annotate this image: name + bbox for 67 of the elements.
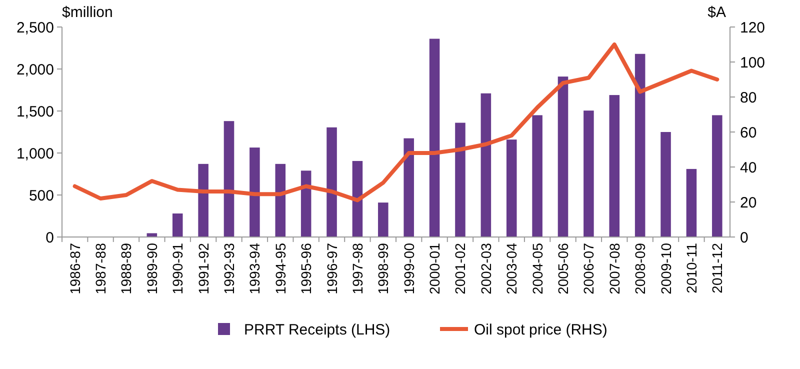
bar <box>378 202 388 237</box>
x-tick-label: 1993-94 <box>246 242 263 294</box>
y-tick-label: 1,000 <box>16 145 54 162</box>
bar <box>250 148 260 237</box>
x-tick-label: 2001-02 <box>452 242 468 294</box>
x-tick-label: 2004-05 <box>529 242 546 294</box>
y-axis-title: $million <box>62 4 113 21</box>
x-tick-label: 1997-98 <box>349 242 366 294</box>
y2-tick-label: 40 <box>740 159 757 176</box>
bar <box>326 127 337 237</box>
x-tick-label: 2011-12 <box>709 242 726 294</box>
bar <box>634 54 646 237</box>
bar <box>712 115 722 237</box>
bar <box>224 121 234 237</box>
bar <box>198 164 208 237</box>
x-tick-label: 2000-01 <box>426 242 443 294</box>
bar <box>584 110 594 237</box>
y2-tick-label: 100 <box>740 54 766 72</box>
bar <box>275 164 286 237</box>
y2-tick-label: 120 <box>740 19 766 36</box>
bar <box>480 93 492 237</box>
bar <box>532 115 542 237</box>
y2-tick-label: 0 <box>740 229 748 246</box>
y-tick-label: 1,500 <box>16 103 54 120</box>
bar <box>609 95 620 237</box>
x-tick-label: 1986-87 <box>66 242 83 294</box>
legend-label: Oil spot price (RHS) <box>474 321 608 338</box>
bar <box>352 160 363 237</box>
x-tick-label: 1987-88 <box>92 242 109 294</box>
x-tick-label: 1989-90 <box>144 242 160 294</box>
y-tick-label: 2,000 <box>16 61 54 78</box>
y-tick-label: 0 <box>46 229 54 246</box>
x-tick-label: 1994-95 <box>272 242 288 294</box>
y2-tick-label: 60 <box>740 124 757 142</box>
x-tick-label: 2006-07 <box>580 242 597 294</box>
x-tick-label: 1988-89 <box>118 242 134 294</box>
y2-tick-label: 20 <box>740 194 757 212</box>
bar <box>404 138 414 237</box>
x-tick-label: 2002-03 <box>478 242 494 294</box>
y-tick-label: 2,500 <box>16 19 54 36</box>
x-tick-label: 2007-08 <box>606 242 622 294</box>
x-tick-label: 1998-99 <box>375 242 392 294</box>
legend-label: PRRT Receipts (LHS) <box>244 321 390 338</box>
bar <box>506 140 517 237</box>
x-tick-label: 1995-96 <box>298 242 314 294</box>
y-tick-label: 500 <box>28 187 54 204</box>
x-tick-label: 1996-97 <box>324 242 340 294</box>
bar <box>455 122 466 237</box>
bar <box>300 170 312 237</box>
x-tick-label: 2010-11 <box>683 242 700 294</box>
bar <box>660 132 671 237</box>
x-tick-label: 1992-93 <box>221 242 237 294</box>
y2-tick-label: 80 <box>740 89 757 106</box>
bar <box>172 213 183 237</box>
x-tick-label: 1999-00 <box>400 242 417 294</box>
x-tick-label: 2008-09 <box>632 242 648 294</box>
bar <box>429 38 440 237</box>
x-tick-label: 1991-92 <box>195 242 212 294</box>
y2-axis-title: $A <box>708 4 726 21</box>
x-tick-label: 2005-06 <box>555 242 571 294</box>
x-tick-label: 1990-91 <box>170 242 186 294</box>
bar <box>146 233 158 237</box>
line-series <box>72 42 720 202</box>
bar <box>686 168 697 237</box>
x-tick-label: 2009-10 <box>658 242 674 294</box>
bar <box>558 76 568 237</box>
x-tick-label: 2003-04 <box>504 242 520 294</box>
